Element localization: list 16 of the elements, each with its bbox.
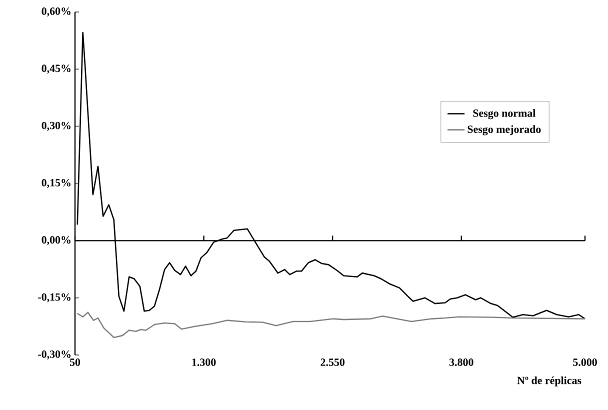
legend-label: Sesgo mejorado <box>468 125 541 136</box>
x-axis-title: Nº de réplicas <box>517 376 582 386</box>
x-tick-label: 3.800 <box>449 358 474 366</box>
y-tick-label: 0,30% <box>42 122 70 131</box>
y-tick-label: 0,60% <box>42 8 70 16</box>
x-tick-label: 50 <box>70 358 80 366</box>
line-series <box>76 312 586 338</box>
x-tick-label: 5.000 <box>573 358 597 366</box>
legend-label: Sesgo normal <box>473 109 536 120</box>
y-tick-label: 0,45% <box>42 64 70 74</box>
y-tick-label: 0,00% <box>42 236 70 246</box>
y-tick-label: -0,30% <box>38 350 70 360</box>
y-tick-label: 0,15% <box>42 179 70 188</box>
y-tick-label: -0,15% <box>38 293 70 302</box>
x-tick-label: 1.300 <box>192 358 216 366</box>
x-tick-label: 2.550 <box>320 358 344 366</box>
